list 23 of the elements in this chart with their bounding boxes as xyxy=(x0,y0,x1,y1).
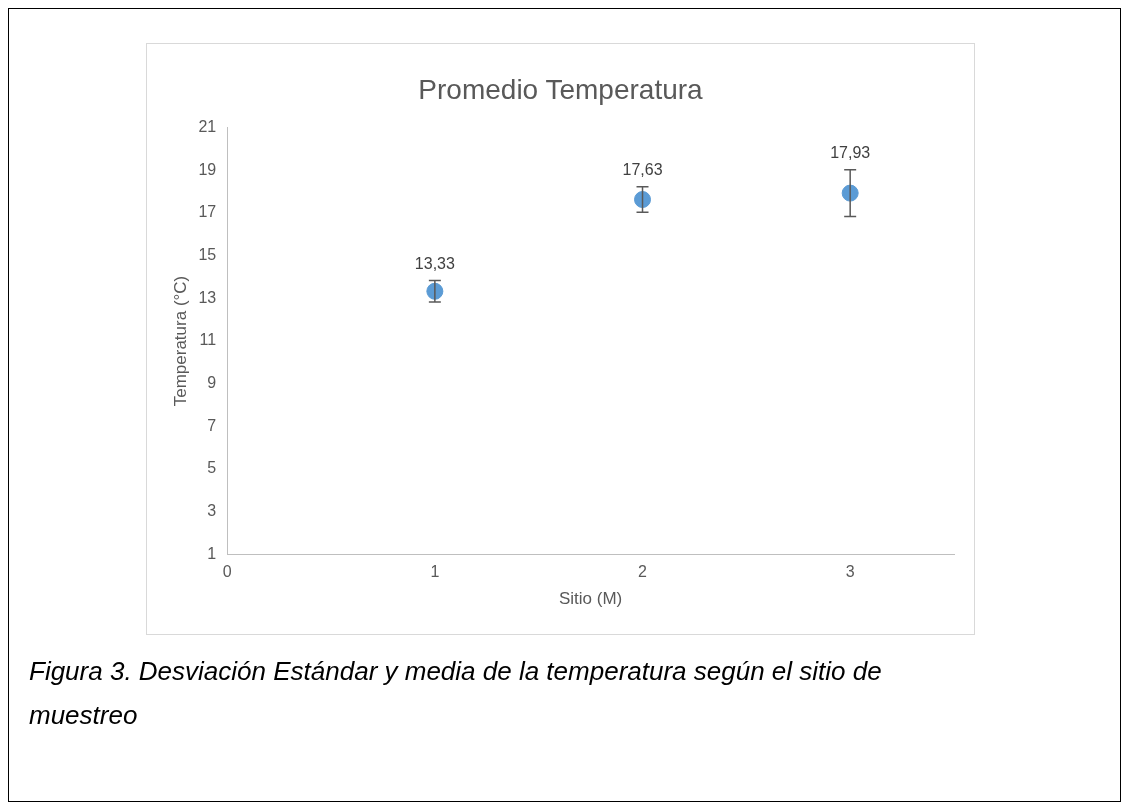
y-tick-label: 19 xyxy=(198,160,217,178)
y-tick-label: 21 xyxy=(198,118,217,136)
y-tick-label: 9 xyxy=(207,374,217,392)
y-tick-label: 13 xyxy=(198,288,217,306)
y-tick-label: 11 xyxy=(199,331,217,349)
y-tick-label: 17 xyxy=(198,203,217,221)
x-tick-label: 0 xyxy=(222,563,232,581)
y-axis-title: Temperatura (°C) xyxy=(170,275,190,407)
text: Figura 3. Desviación Estándar y media de la temperatura según el sitio de muestreo xyxy=(29,655,883,732)
y-tick-label: 15 xyxy=(198,246,217,264)
y-tick-label: 5 xyxy=(207,459,217,477)
x-axis-title: Sitio (M) xyxy=(558,589,623,609)
x-tick-label: 3 xyxy=(845,563,855,581)
x-tick-label: 1 xyxy=(430,563,440,581)
data-label: 17,63 xyxy=(622,161,663,179)
x-tick-label: 2 xyxy=(638,563,648,581)
point xyxy=(634,191,652,209)
y-tick-label: 7 xyxy=(207,416,217,434)
y-tick-label: 1 xyxy=(207,544,217,562)
data-label: 17,93 xyxy=(830,144,871,162)
y-tick-label: 3 xyxy=(207,502,217,520)
data-label: 13,33 xyxy=(414,255,455,273)
chart-title: Promedio Temperatura xyxy=(418,73,704,105)
